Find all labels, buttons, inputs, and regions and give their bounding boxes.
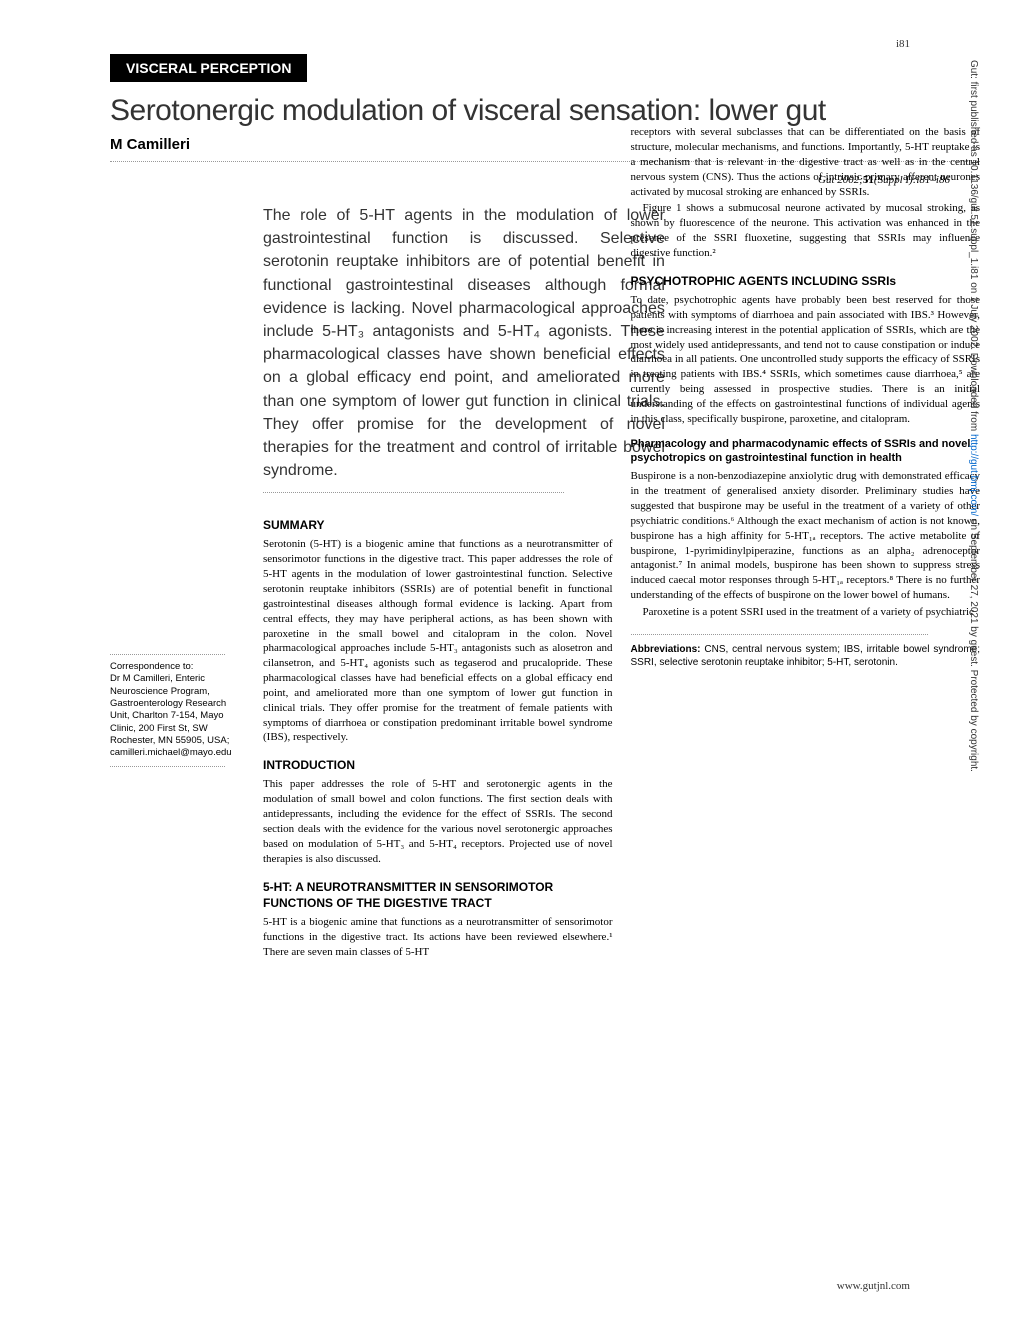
neurotransmitter-heading: 5-HT: A NEUROTRANSMITTER IN SENSORIMOTOR…	[263, 879, 613, 911]
correspondence-label: Correspondence to:	[110, 661, 245, 673]
banner-suffix: on September 27, 2021 by guest. Protecte…	[968, 516, 979, 772]
correspondence-block: Correspondence to: Dr M Camilleri, Enter…	[110, 654, 245, 767]
figure1-para: Figure 1 shows a submucosal neurone acti…	[631, 201, 981, 260]
pharmacology-heading: Pharmacology and pharmacodynamic effects…	[631, 437, 981, 467]
pharmacology-p2: Paroxetine is a potent SSRI used in the …	[631, 605, 981, 620]
abbreviations-block: Abbreviations: CNS, central nervous syst…	[631, 634, 981, 670]
introduction-text: This paper addresses the role of 5-HT an…	[263, 777, 613, 866]
introduction-heading: INTRODUCTION	[263, 757, 613, 773]
psychotrophic-text: To date, psychotrophic agents have proba…	[631, 293, 981, 427]
banner-prefix: Gut: first published as 10.1136/gut.51.s…	[968, 60, 979, 434]
pharmacology-p1: Buspirone is a non-benzodiazepine anxiol…	[631, 469, 981, 603]
page-number: i81	[896, 38, 910, 50]
side-copyright-banner: Gut: first published as 10.1136/gut.51.s…	[958, 60, 980, 1240]
divider	[631, 634, 928, 635]
article-title: Serotonergic modulation of visceral sens…	[110, 94, 980, 128]
divider	[110, 654, 225, 655]
neurotransmitter-text: 5-HT is a biogenic amine that functions …	[263, 915, 613, 960]
abbreviations-label: Abbreviations:	[631, 644, 701, 655]
section-label: VISCERAL PERCEPTION	[110, 54, 307, 82]
receptors-para: receptors with several subclasses that c…	[631, 125, 981, 199]
divider	[110, 766, 225, 767]
footer-url: www.gutjnl.com	[837, 1280, 910, 1292]
correspondence-text: Dr M Camilleri, Enteric Neuroscience Pro…	[110, 673, 245, 759]
banner-link[interactable]: http://gut.bmj.com/	[968, 434, 979, 516]
summary-heading: SUMMARY	[263, 517, 613, 533]
summary-text: Serotonin (5-HT) is a biogenic amine tha…	[263, 537, 613, 745]
psychotrophic-heading: PSYCHOTROPHIC AGENTS INCLUDING SSRIs	[631, 273, 981, 289]
